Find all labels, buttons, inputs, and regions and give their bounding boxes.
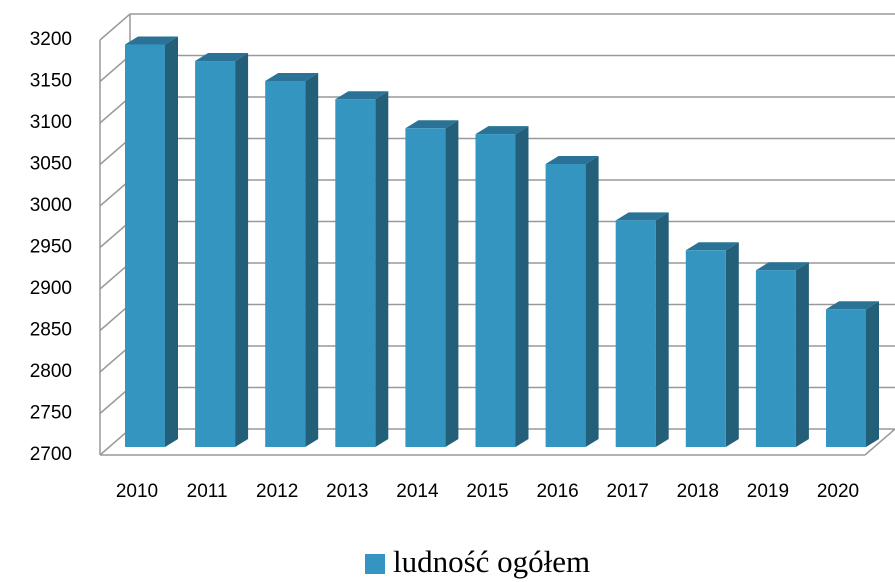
bar-side — [375, 91, 389, 447]
bar-top — [265, 72, 319, 81]
x-tick-label: 2013 — [326, 481, 368, 502]
bar-side — [515, 126, 529, 447]
bar — [755, 270, 796, 447]
x-tick-label: 2018 — [677, 481, 719, 502]
bar — [615, 220, 656, 447]
bar — [405, 128, 446, 447]
y-tick-label: 2950 — [30, 237, 72, 258]
x-tick-label: 2010 — [116, 481, 158, 502]
y-tick-label: 3000 — [30, 195, 72, 216]
bar — [826, 309, 866, 447]
x-tick-label: 2020 — [817, 481, 859, 502]
legend-swatch — [365, 554, 385, 574]
bar — [265, 80, 306, 447]
x-tick-label: 2015 — [466, 481, 508, 502]
y-tick-label: 3200 — [30, 29, 72, 50]
bar-top — [755, 262, 809, 271]
bar-top — [826, 301, 879, 310]
y-tick-label: 2850 — [30, 320, 72, 341]
y-tick-label: 2750 — [30, 403, 72, 424]
bar-top — [405, 120, 459, 129]
x-tick-label: 2011 — [187, 481, 228, 502]
bar-top — [615, 212, 669, 221]
y-tick-label: 3150 — [30, 71, 72, 92]
bar-top — [545, 155, 599, 164]
bar-side — [585, 155, 599, 447]
y-tick-label: 3050 — [30, 154, 72, 175]
bar — [545, 163, 586, 447]
bar — [475, 134, 516, 447]
bar-top — [195, 53, 249, 62]
y-tick-label: 2800 — [30, 361, 72, 382]
bar-side — [305, 72, 319, 447]
bar-top — [475, 126, 529, 135]
bar — [335, 99, 376, 447]
bar-side — [235, 53, 249, 448]
bar-top — [685, 242, 739, 251]
x-tick-label: 2017 — [607, 481, 649, 502]
x-tick-label: 2012 — [256, 481, 298, 502]
bar-side — [725, 242, 739, 447]
bar-top — [335, 91, 389, 100]
bar-side — [655, 212, 669, 447]
x-tick-label: 2016 — [536, 481, 578, 502]
y-tick-label: 3100 — [30, 112, 72, 133]
bar — [195, 61, 236, 448]
grid-diagonal — [99, 13, 131, 41]
y-tick-label: 2700 — [30, 444, 72, 465]
floor-right — [864, 428, 895, 456]
bar — [685, 250, 726, 447]
y-tick-label: 2900 — [30, 278, 72, 299]
bar — [125, 44, 165, 447]
bar-top — [125, 36, 178, 45]
bar-side — [866, 301, 879, 447]
x-tick-label: 2014 — [396, 481, 439, 502]
bar-side — [795, 262, 809, 447]
bar-side — [445, 120, 459, 447]
x-tick-label: 2019 — [747, 481, 789, 502]
legend-label: ludność ogółem — [393, 544, 590, 579]
bar-side — [165, 36, 178, 447]
